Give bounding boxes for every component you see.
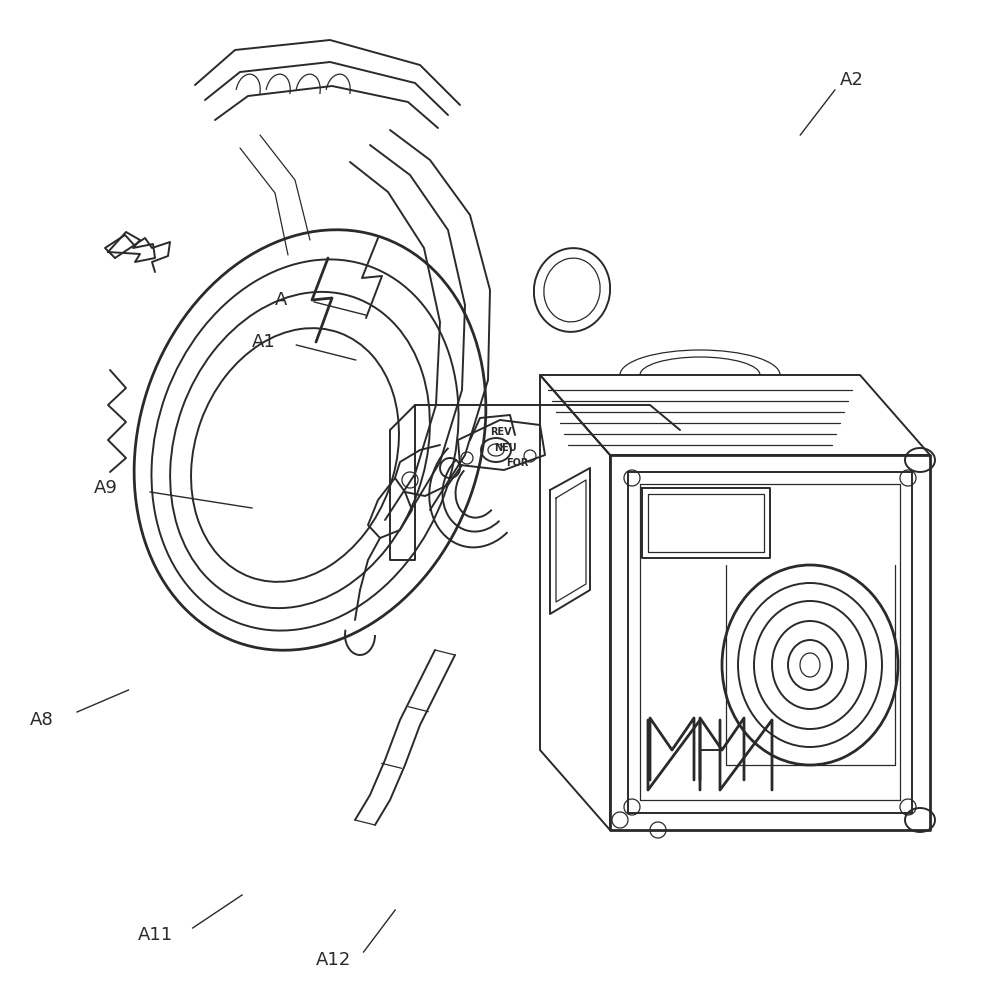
Text: A1: A1: [252, 333, 276, 351]
Text: A12: A12: [316, 951, 352, 969]
Text: NEU: NEU: [494, 443, 517, 453]
Text: A8: A8: [30, 711, 53, 729]
Text: A9: A9: [94, 479, 118, 497]
Text: A11: A11: [138, 926, 174, 944]
Text: REV: REV: [490, 427, 512, 437]
Text: FOR: FOR: [506, 458, 529, 468]
Text: A2: A2: [840, 71, 864, 89]
Text: A: A: [275, 291, 288, 309]
